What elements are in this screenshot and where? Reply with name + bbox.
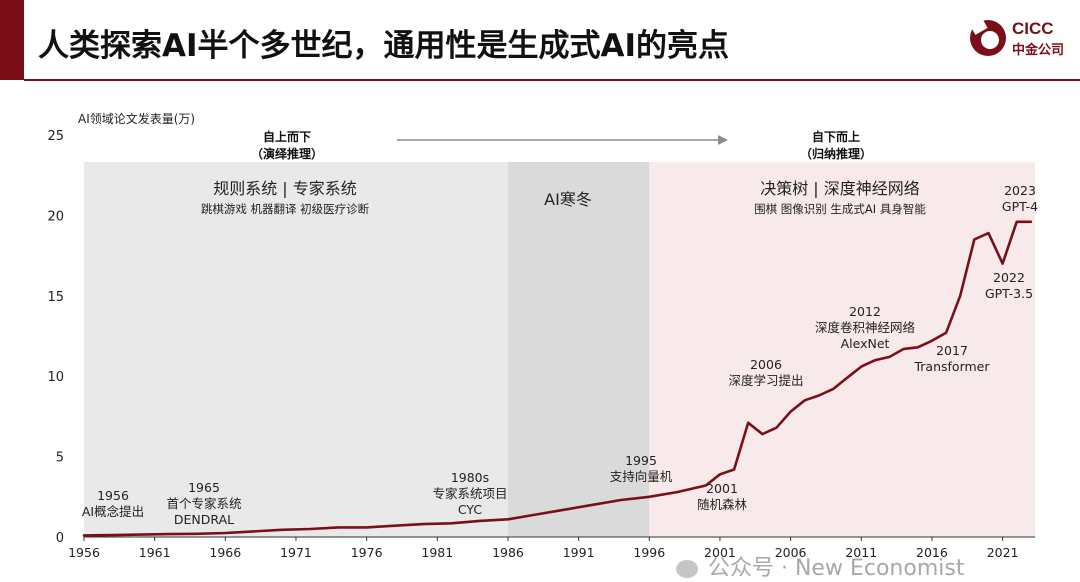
era-subtitle-0: 跳棋游戏 机器翻译 初级医疗诊断 — [201, 202, 370, 216]
annotation-2023-line: GPT-4 — [1002, 199, 1038, 214]
x-tick-label: 1991 — [563, 545, 595, 560]
era-band-0 — [84, 162, 508, 537]
wechat-icon — [676, 560, 698, 578]
annotation-2001-line: 随机森林 — [697, 497, 748, 512]
annotation-1956-line: 1956 — [97, 488, 129, 503]
annotation-2022-line: 2022 — [993, 270, 1025, 285]
x-tick-label: 1956 — [68, 545, 100, 560]
watermark: 公众号 · New Economist — [676, 550, 964, 582]
x-tick-label: 2016 — [916, 545, 948, 560]
paradigm-arrowhead — [718, 135, 728, 145]
header-divider — [24, 79, 1080, 81]
annotation-2023-line: 2023 — [1004, 183, 1036, 198]
annotation-2022-line: GPT-3.5 — [985, 286, 1033, 301]
paradigm-line2-0: （演绎推理） — [251, 146, 323, 161]
annotation-2012-line: AlexNet — [841, 336, 890, 351]
era-title-2: 决策树 | 深度神经网络 — [760, 179, 920, 198]
y-tick-label: 20 — [47, 209, 64, 224]
x-tick-label: 2011 — [845, 545, 877, 560]
annotation-1965-line: 1965 — [188, 480, 220, 495]
x-tick-label: 1981 — [421, 545, 453, 560]
paradigm-line1-0: 自上而下 — [263, 129, 311, 144]
series-line — [82, 220, 1033, 537]
annotation-1980-line: CYC — [458, 502, 482, 517]
paradigm-line1-1: 自下而上 — [812, 129, 860, 144]
era-title-1: AI寒冬 — [544, 190, 592, 209]
era-band-2 — [649, 162, 1035, 537]
annotation-1995-line: 支持向量机 — [610, 469, 673, 484]
annotation-2017-line: 2017 — [936, 343, 968, 358]
annotation-1956-line: AI概念提出 — [82, 504, 144, 519]
x-tick-label: 2021 — [987, 545, 1019, 560]
annotation-2006-line: 2006 — [750, 357, 782, 372]
watermark-text: 公众号 · New Economist — [708, 556, 965, 581]
x-tick-label: 1986 — [492, 545, 524, 560]
annotation-2006-line: 深度学习提出 — [728, 373, 803, 388]
x-tick-label: 1961 — [139, 545, 171, 560]
annotation-1965-line: 首个专家系统 — [166, 496, 241, 511]
paradigm-line2-1: （归纳推理） — [800, 146, 872, 161]
y-tick-label: 0 — [56, 531, 64, 546]
logo-text: CICC — [1012, 19, 1054, 38]
y-tick-label: 5 — [56, 451, 64, 466]
annotation-2012-line: 2012 — [849, 304, 881, 319]
y-tick-label: 25 — [47, 129, 64, 144]
annotation-2017-line: Transformer — [913, 359, 990, 374]
era-band-1 — [507, 162, 650, 537]
y-tick-label: 10 — [47, 370, 64, 385]
cicc-logo: CICC 中金公司 — [968, 18, 1078, 62]
annotation-1980-line: 1980s — [451, 470, 489, 485]
cicc-logo-icon — [970, 19, 1006, 56]
annotation-1980-line: 专家系统项目 — [432, 486, 507, 501]
x-tick-label: 1971 — [280, 545, 312, 560]
annotation-2012-line: 深度卷积神经网络 — [815, 320, 916, 335]
header-accent-bar — [0, 0, 24, 80]
y-axis-label: AI领域论文发表量(万) — [78, 111, 195, 126]
x-tick-label: 2001 — [704, 545, 736, 560]
annotation-2001-line: 2001 — [706, 481, 738, 496]
page-title: 人类探索AI半个多世纪，通用性是生成式AI的亮点 — [38, 28, 730, 64]
era-title-0: 规则系统 | 专家系统 — [213, 179, 357, 198]
x-tick-label: 1976 — [351, 545, 383, 560]
logo-subtext: 中金公司 — [1012, 43, 1065, 58]
annotation-1965-line: DENDRAL — [174, 512, 234, 527]
x-tick-label: 1966 — [209, 545, 241, 560]
annotation-1995-line: 1995 — [625, 453, 657, 468]
era-subtitle-2: 围棋 图像识别 生成式AI 具身智能 — [754, 202, 926, 216]
y-tick-label: 15 — [47, 290, 64, 305]
x-tick-label: 2006 — [775, 545, 807, 560]
x-tick-label: 1996 — [633, 545, 665, 560]
